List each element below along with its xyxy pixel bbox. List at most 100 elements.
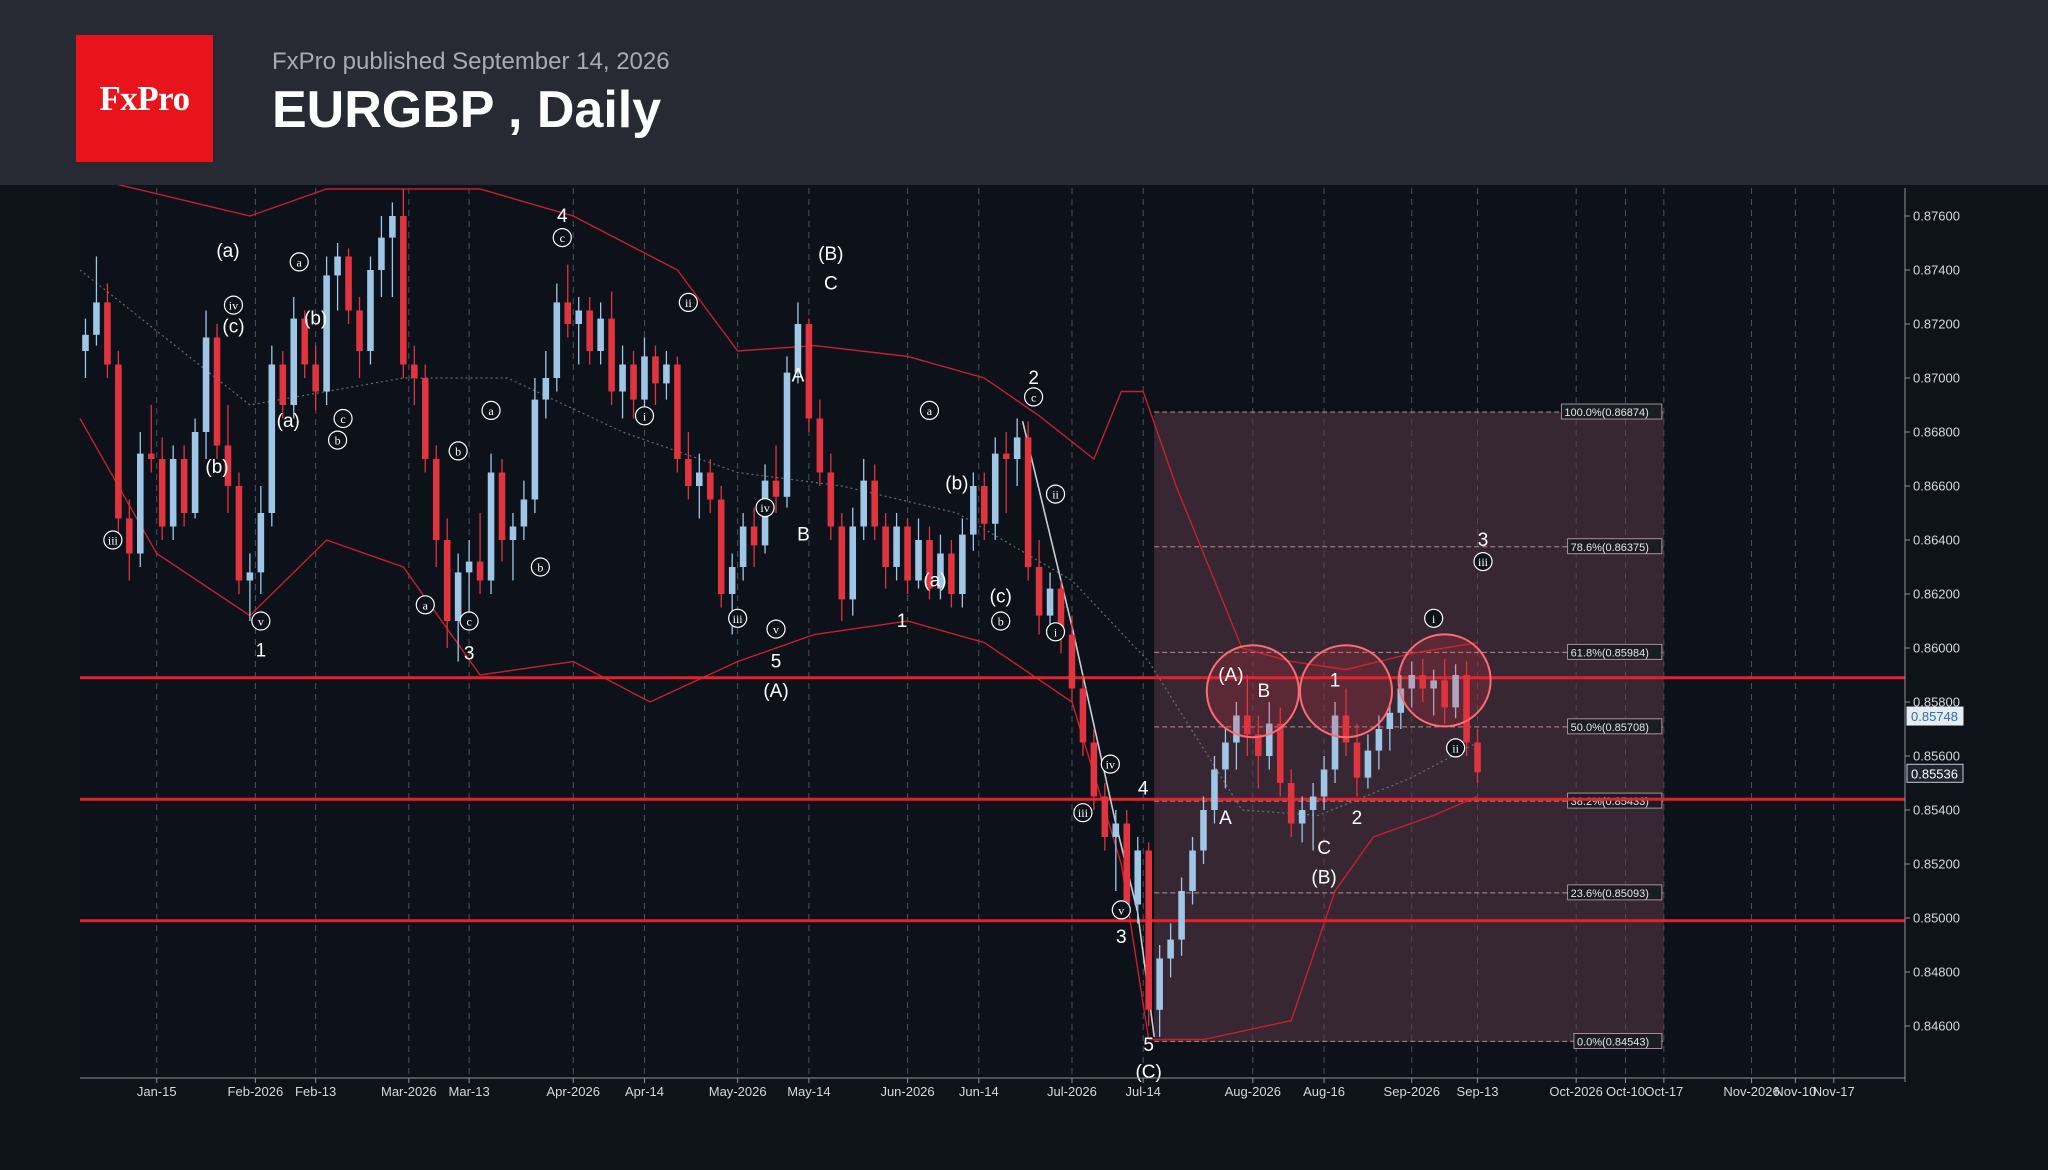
bull-candle xyxy=(575,297,583,365)
candle-body xyxy=(1046,588,1054,616)
bear-candle xyxy=(1101,783,1109,851)
wave-label: (b) xyxy=(304,309,327,330)
fib-level-label: 0.0%(0.84543) xyxy=(1573,1032,1663,1049)
bull-candle xyxy=(542,351,550,419)
wave-label: 2 xyxy=(1352,808,1363,829)
bear-candle xyxy=(904,518,911,594)
bull-candle xyxy=(323,256,330,405)
candle-body xyxy=(268,364,276,513)
wave-label-text: c xyxy=(466,615,471,629)
wave-label-text: i xyxy=(1054,625,1058,639)
wave-label-circled: a xyxy=(919,400,940,420)
wave-label-circled: ii xyxy=(1045,484,1066,504)
wave-label-ring xyxy=(1073,803,1093,823)
x-tick-label: Jan-15 xyxy=(137,1084,177,1099)
candle-body xyxy=(345,256,352,311)
wave-label: 1 xyxy=(1330,670,1341,691)
x-tick-label: Mar-13 xyxy=(449,1084,490,1099)
wave-label: (B) xyxy=(1311,868,1336,889)
fxpro-logo: FxPro xyxy=(76,35,213,162)
bull-candle xyxy=(1320,756,1328,810)
candle-body xyxy=(443,540,451,621)
bull-candle xyxy=(465,540,473,621)
fib-level-label: 78.6%(0.86375) xyxy=(1567,538,1663,555)
candle-body xyxy=(1134,850,1142,905)
x-tick-label: Feb-2026 xyxy=(228,1084,284,1099)
y-tick-label: 0.84600 xyxy=(1913,1019,1960,1034)
candle-body xyxy=(1441,680,1448,708)
bull-candle xyxy=(783,356,791,508)
bull-candle xyxy=(915,518,922,589)
wave-label-circled: v xyxy=(1111,900,1131,920)
candle-body xyxy=(1002,453,1010,459)
wave-label-text: iii xyxy=(108,534,119,548)
bull-candle xyxy=(367,256,374,365)
y-tick-label: 0.85200 xyxy=(1913,857,1960,872)
candle-body xyxy=(378,237,385,270)
candle-body xyxy=(1101,796,1109,837)
bull-candle xyxy=(268,345,276,527)
fib-label-text: 0.0%(0.84543) xyxy=(1577,1036,1649,1048)
x-tick-label: May-14 xyxy=(787,1084,830,1099)
bear-candle xyxy=(279,351,287,419)
bull-candle xyxy=(970,472,977,551)
candle-body xyxy=(235,486,243,581)
bear-candle xyxy=(805,318,813,432)
candle-body xyxy=(301,318,308,365)
wave-label-text: a xyxy=(488,404,494,418)
published-line: FxPro published September 14, 2026 xyxy=(272,48,670,75)
wave-label-text: iii xyxy=(1078,806,1089,820)
wave-label-text: b xyxy=(335,434,341,448)
candle-body xyxy=(871,480,878,527)
x-tick-label: Nov-2026 xyxy=(1723,1084,1779,1099)
wave-label: 3 xyxy=(1478,530,1489,551)
candle-body xyxy=(663,364,670,384)
candle-body xyxy=(1309,796,1317,810)
candle-body xyxy=(191,432,199,513)
candle-body xyxy=(290,318,298,405)
bear-candle xyxy=(147,405,155,473)
bear-candle xyxy=(400,189,407,378)
candle-body xyxy=(1035,567,1043,616)
wave-label-text: i xyxy=(1432,612,1436,626)
y-tick-label: 0.87200 xyxy=(1913,317,1960,332)
wave-label-circled: c xyxy=(1024,387,1044,407)
wave-label: 3 xyxy=(1116,927,1127,948)
candle-body xyxy=(674,364,681,459)
fib-label-box xyxy=(1567,718,1663,735)
wave-label: (b) xyxy=(205,457,228,478)
candle-body xyxy=(334,256,341,276)
wave-label-circled: c xyxy=(552,228,572,248)
candle-body xyxy=(1364,750,1372,778)
bear-candle xyxy=(432,445,440,567)
x-tick-label: Jul-14 xyxy=(1126,1084,1161,1099)
wave-label-ring xyxy=(459,611,479,631)
bull-candle xyxy=(169,445,177,540)
bear-candle xyxy=(772,445,780,513)
candle-body xyxy=(630,364,637,400)
x-tick-label: May-2026 xyxy=(709,1084,767,1099)
wave-label: C xyxy=(1317,838,1331,859)
y-tick-label: 0.86600 xyxy=(1913,479,1960,494)
wave-label-circled: c xyxy=(459,611,479,631)
candle-body xyxy=(531,399,539,500)
bear-candle xyxy=(980,472,988,540)
wave-label-text: ii xyxy=(1052,488,1059,502)
bear-candle xyxy=(476,513,484,594)
wave-label-ring xyxy=(327,430,348,450)
candle-body xyxy=(1211,769,1218,810)
candle-body xyxy=(202,337,210,432)
wave-label: (c) xyxy=(990,587,1012,608)
candle-body xyxy=(389,216,396,238)
wave-label-ring xyxy=(552,228,572,248)
wave-label-ring xyxy=(634,406,655,426)
wave-label: (a) xyxy=(277,411,300,432)
candle-body xyxy=(816,418,824,473)
bear-candle xyxy=(1024,421,1032,581)
candle-body xyxy=(1408,675,1416,689)
bear-candle xyxy=(411,345,418,405)
bull-candle xyxy=(696,453,703,519)
bull-candle xyxy=(136,432,144,567)
wave-label: (a) xyxy=(216,241,239,262)
wave-label-text: i xyxy=(643,409,647,423)
